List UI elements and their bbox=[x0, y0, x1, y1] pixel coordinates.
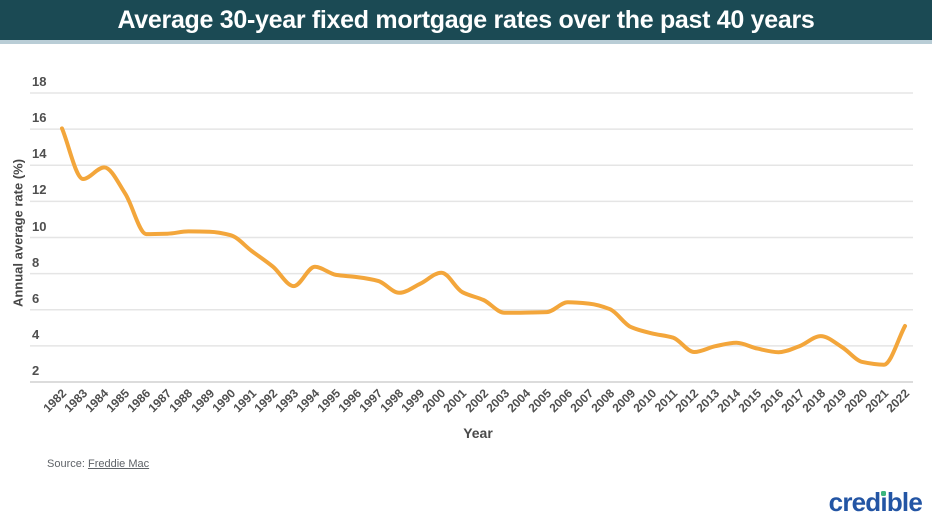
mortgage-rate-line bbox=[60, 126, 907, 367]
rate-line-layer bbox=[60, 126, 907, 367]
logo-text-start: cred bbox=[828, 487, 882, 517]
y-tick-label-6: 6 bbox=[32, 290, 40, 306]
source-freddie-mac-link[interactable]: Freddie Mac bbox=[87, 458, 150, 470]
source-prefix-label: Source: bbox=[47, 458, 88, 470]
y-axis-title: Annual average rate (%) bbox=[10, 158, 26, 308]
y-tick-label-18: 18 bbox=[32, 74, 47, 89]
y-tick-label-14: 14 bbox=[32, 146, 47, 162]
logo-text-end: ble bbox=[886, 487, 923, 517]
chart-title-bar: Average 30-year fixed mortgage rates ove… bbox=[0, 0, 932, 44]
y-tick-label-12: 12 bbox=[32, 182, 47, 198]
y-tick-label-10: 10 bbox=[32, 218, 47, 234]
logo-green-dot bbox=[881, 490, 887, 496]
chart-title: Average 30-year fixed mortgage rates ove… bbox=[117, 5, 815, 34]
y-tick-label-16: 16 bbox=[32, 110, 47, 126]
logo-letter-i: ı bbox=[880, 487, 887, 517]
y-tick-label-4: 4 bbox=[32, 326, 40, 342]
source-attribution: Source: Freddie Mac bbox=[47, 458, 149, 470]
y-tick-label-2: 2 bbox=[32, 363, 40, 378]
credible-logo: credı ble bbox=[828, 487, 923, 517]
x-axis-title: Year bbox=[463, 425, 493, 441]
y-tick-label-8: 8 bbox=[32, 254, 40, 270]
gridlines-layer bbox=[30, 92, 913, 383]
